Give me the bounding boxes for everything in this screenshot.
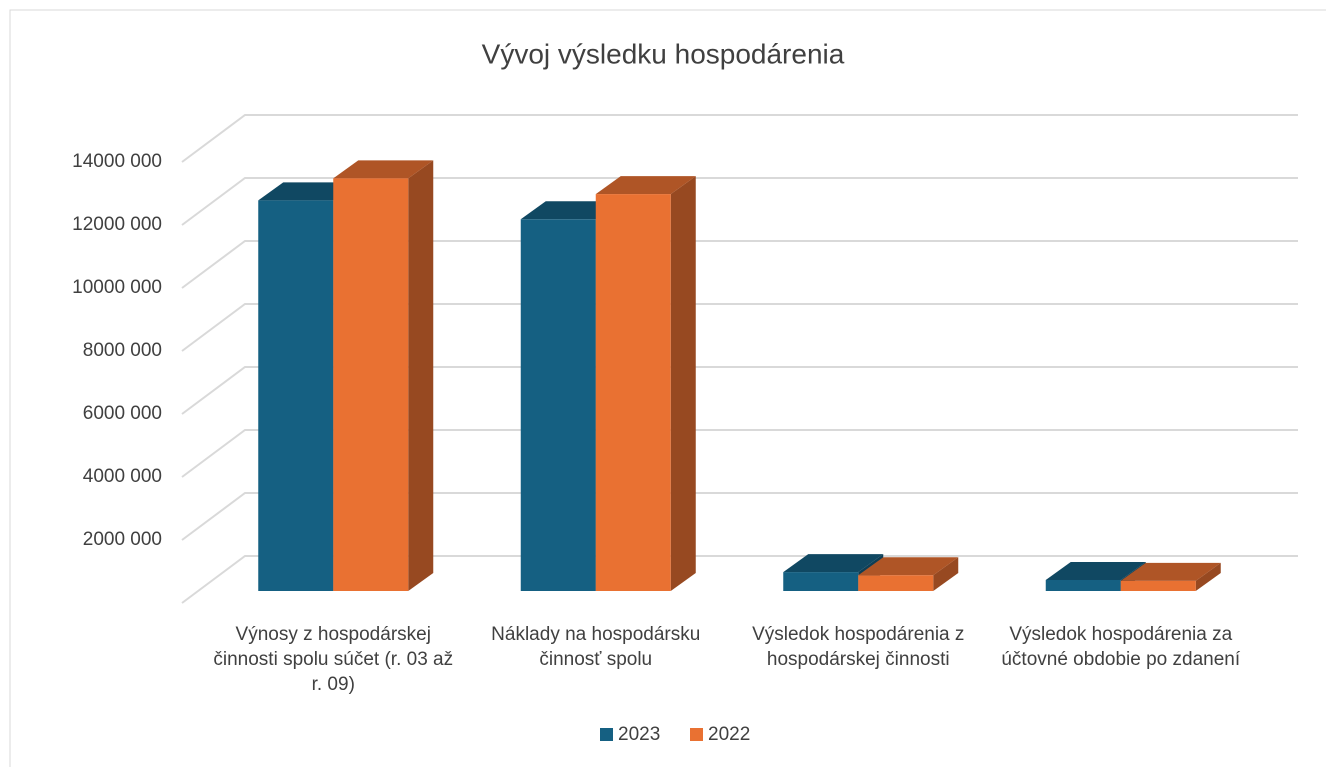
legend-label: 2023 bbox=[618, 724, 660, 745]
bar-side bbox=[670, 176, 696, 591]
y-tick-label: 14000 000 bbox=[72, 151, 162, 172]
grid-line bbox=[181, 114, 1298, 163]
bar-side bbox=[408, 160, 434, 591]
x-tick-label: Výsledok hospodárenia z hospodárskej čin… bbox=[752, 624, 965, 670]
bar bbox=[520, 219, 596, 592]
grid-line bbox=[181, 492, 1298, 541]
x-tick-label: Náklady na hospodársku činnosť spolu bbox=[491, 624, 701, 670]
grid-line bbox=[181, 555, 1298, 604]
bar-side bbox=[1195, 562, 1221, 591]
x-tick-label: Výnosy z hospodárskej činnosti spolu súč… bbox=[213, 624, 454, 695]
grid-line bbox=[181, 177, 1298, 226]
bar-top bbox=[858, 557, 959, 576]
legend-swatch bbox=[600, 728, 613, 741]
legend-swatch bbox=[690, 728, 703, 741]
chart-border bbox=[9, 9, 1326, 767]
y-tick-label: 10000 000 bbox=[72, 277, 162, 298]
bar bbox=[1045, 579, 1121, 591]
bar bbox=[858, 575, 934, 591]
y-tick-label: 6000 000 bbox=[83, 403, 162, 424]
chart-title: Vývoj výsledku hospodárenia bbox=[482, 38, 845, 69]
bar-top bbox=[595, 176, 696, 195]
bar-top bbox=[333, 160, 434, 179]
bar bbox=[595, 194, 671, 591]
bar-side bbox=[933, 557, 959, 591]
bar-top bbox=[1045, 561, 1146, 580]
x-tick-label: Výsledok hospodárenia za účtovné obdobie… bbox=[1001, 624, 1241, 670]
y-tick-label: 12000 000 bbox=[72, 214, 162, 235]
grid-line bbox=[181, 303, 1298, 352]
grid-line bbox=[181, 429, 1298, 478]
bar-top bbox=[1120, 562, 1221, 581]
grid-line bbox=[181, 366, 1298, 415]
bar bbox=[333, 178, 409, 591]
legend-label: 2022 bbox=[708, 724, 750, 745]
bar bbox=[1120, 580, 1196, 591]
bar bbox=[783, 572, 859, 591]
y-tick-label: 4000 000 bbox=[83, 466, 162, 487]
y-tick-label: 8000 000 bbox=[83, 340, 162, 361]
y-tick-label: 2000 000 bbox=[83, 529, 162, 550]
grid-line bbox=[181, 240, 1298, 289]
bar bbox=[258, 200, 334, 591]
bar-top bbox=[783, 554, 884, 573]
